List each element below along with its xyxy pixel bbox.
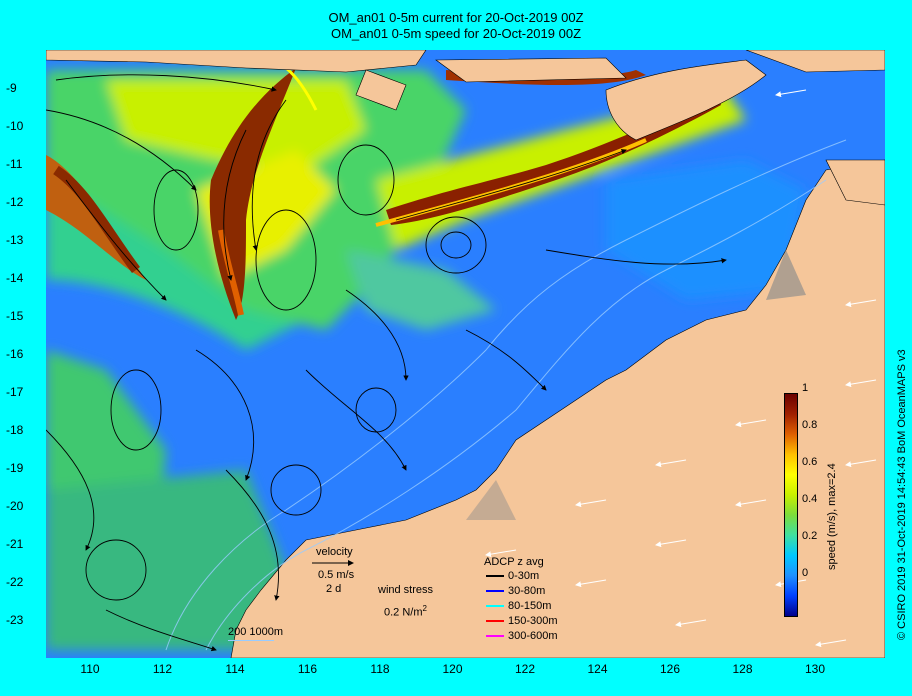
longitude-label: 112 — [152, 662, 173, 676]
wind-stress-scale-text: 0.2 N/m — [384, 606, 423, 619]
latitude-label: -12 — [6, 195, 24, 209]
latitude-label: -21 — [6, 537, 24, 551]
wind-stress-scale: 0.2 N/m2 — [384, 604, 427, 619]
longitude-label: 116 — [297, 662, 318, 676]
colorbar-tick-label: 0.2 — [802, 530, 818, 542]
latitude-label: -23 — [6, 613, 24, 627]
wind-stress-label: wind stress — [378, 584, 434, 596]
longitude-label: 114 — [225, 662, 245, 676]
current-streamlines — [46, 74, 727, 652]
latitude-label: -17 — [6, 385, 24, 399]
australia-landmass — [230, 159, 885, 658]
latitude-label: -11 — [6, 157, 23, 171]
velocity-legend-label: velocity — [316, 546, 353, 558]
latitude-label: -18 — [6, 423, 24, 437]
colorbar-tick-label: 0.4 — [802, 493, 818, 505]
latitude-label: -16 — [6, 347, 24, 361]
tiwi-coast — [825, 159, 885, 206]
adcp-item-label: 150-300m — [508, 615, 558, 627]
adcp-arrow-icon — [486, 575, 504, 578]
longitude-label: 126 — [659, 662, 681, 676]
adcp-arrow-icon — [486, 620, 504, 623]
adcp-item-label: 80-150m — [508, 600, 552, 612]
longitude-label: 110 — [80, 662, 100, 676]
adcp-item-label: 30-80m — [508, 585, 546, 597]
ocean-current-map — [46, 50, 885, 658]
latitude-label: -10 — [6, 119, 24, 133]
colorbar — [784, 393, 798, 617]
credit-text: © CSIRO 2019 31-Oct-2019 14:54:43 BoM Oc… — [896, 349, 908, 640]
longitude-label: 122 — [514, 662, 536, 676]
adcp-item-label: 300-600m — [508, 630, 558, 642]
speed-field — [46, 70, 806, 650]
latitude-label: -14 — [6, 271, 24, 285]
colorbar-tick-label: 0.6 — [802, 456, 818, 468]
sumba-island — [355, 69, 407, 111]
bathymetry-line — [228, 640, 274, 641]
adcp-legend-item: 300-600m — [486, 630, 558, 642]
colorbar-tick-label: 0.8 — [802, 419, 818, 431]
colorbar-tick-label: 0 — [802, 567, 809, 579]
adcp-legend-title: ADCP z avg — [484, 556, 544, 568]
adcp-arrow-icon — [486, 605, 504, 608]
adcp-legend-item: 80-150m — [486, 600, 551, 612]
land-areas — [46, 50, 885, 658]
latitude-label: -13 — [6, 233, 24, 247]
longitude-label: 118 — [370, 662, 390, 676]
adcp-item-label: 0-30m — [508, 570, 540, 582]
adcp-arrow-icon — [486, 590, 504, 593]
velocity-scale: 0.5 m/s — [318, 569, 355, 581]
adcp-legend-item: 150-300m — [486, 615, 558, 627]
longitude-label: 128 — [732, 662, 753, 676]
northern-islands — [745, 50, 885, 73]
longitude-label: 130 — [804, 662, 826, 676]
longitude-label: 124 — [587, 662, 608, 676]
bathymetry-legend: 200 1000m — [228, 626, 284, 638]
timor-island — [605, 59, 767, 141]
longitude-label: 120 — [442, 662, 463, 676]
adcp-legend-item: 30-80m — [486, 585, 545, 597]
latitude-label: -20 — [6, 499, 24, 513]
velocity-time: 2 d — [326, 583, 342, 595]
latitude-label: -22 — [6, 575, 24, 589]
latitude-label: -19 — [6, 461, 24, 475]
latitude-label: -15 — [6, 309, 24, 323]
java-coast — [46, 50, 427, 73]
colorbar-label: speed (m/s), max=2.4 — [826, 463, 838, 570]
map-title-line-2: OM_an01 0-5m speed for 20-Oct-2019 00Z — [330, 26, 582, 41]
adcp-arrow-icon — [486, 635, 504, 638]
colorbar-tick-label: 1 — [802, 382, 809, 394]
latitude-label: -9 — [6, 81, 17, 95]
map-title-line-1: OM_an01 0-5m current for 20-Oct-2019 00Z — [328, 10, 584, 25]
velocity-scale-arrow — [312, 560, 354, 566]
wind-stress-exponent: 2 — [422, 604, 427, 613]
flores-islands — [435, 57, 627, 83]
adcp-legend-item: 0-30m — [486, 570, 539, 582]
